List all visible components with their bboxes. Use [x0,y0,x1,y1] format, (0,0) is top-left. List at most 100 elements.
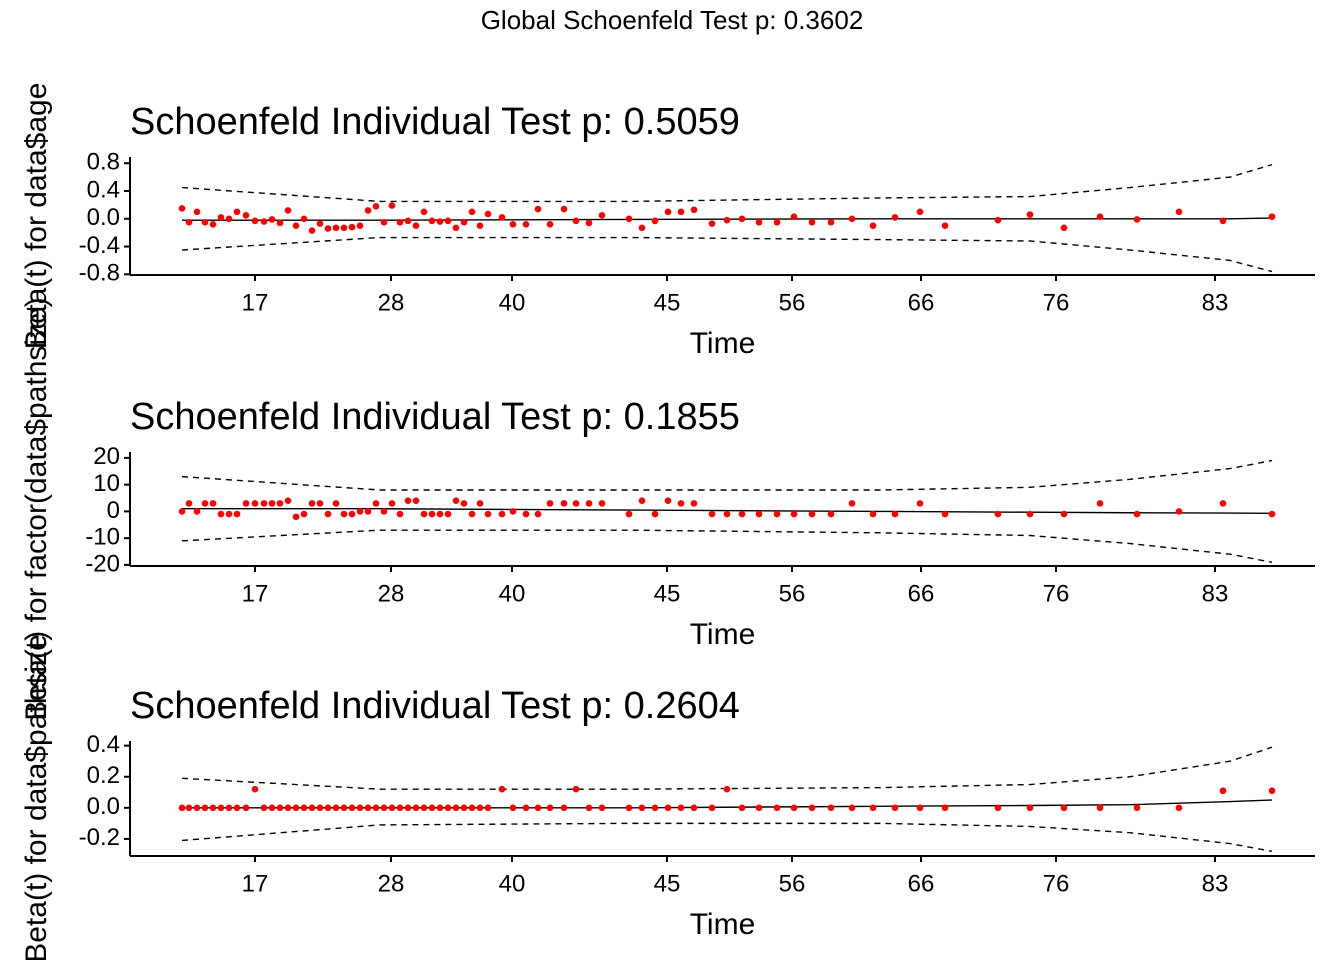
point [452,804,460,812]
point [284,497,292,505]
point [178,804,186,812]
point [560,205,568,213]
point [484,210,492,218]
point [651,217,659,225]
point [356,508,364,515]
point [284,804,292,812]
x-tick-label: 56 [779,289,806,316]
point [348,510,356,518]
point [690,500,698,507]
y-tick-label: 0 [107,497,120,524]
point [1133,804,1141,812]
point [625,510,633,518]
point [444,510,452,518]
confidence-band [181,529,1273,563]
point [178,508,186,515]
point [396,804,404,812]
point [209,500,217,507]
fit-line [182,508,1273,514]
y-tick-label: -20 [85,550,120,577]
point [225,510,233,518]
y-tick-label: 0.4 [87,731,120,758]
point [185,218,193,226]
point [217,510,225,518]
x-axis-label: Time [690,327,756,360]
point [380,508,388,515]
point [217,214,225,221]
point [300,510,308,518]
point [755,510,763,518]
point [316,220,324,227]
point [738,215,746,223]
point [308,804,316,812]
point [225,215,233,223]
point [268,804,276,812]
y-tick-label: 0.8 [87,149,120,176]
x-tick-label: 66 [908,289,935,316]
point [651,510,659,518]
point [891,214,899,221]
point [773,510,781,518]
point [916,208,924,216]
point [738,510,746,518]
x-tick-label: 56 [779,580,806,607]
point [388,804,396,812]
point [916,500,924,507]
point [664,208,672,216]
x-tick-label: 17 [242,580,269,607]
point [292,513,300,521]
point [848,500,856,507]
point [723,510,731,518]
point [444,804,452,812]
point [498,785,506,793]
point [560,804,568,812]
point [316,804,324,812]
point [484,510,492,518]
x-tick-label: 66 [908,580,935,607]
global-title: Global Schoenfeld Test p: 0.3602 [481,5,864,35]
point [404,217,412,225]
confidence-band [181,746,1273,790]
point [476,222,484,230]
point [773,804,781,812]
point [677,208,685,216]
point [891,510,899,518]
point [201,804,209,812]
point [193,804,201,812]
point [534,205,542,213]
point [755,804,763,812]
point [1175,208,1183,216]
point [420,510,428,518]
point [1268,213,1276,220]
point [452,224,460,232]
point [808,804,816,812]
panel-title: Schoenfeld Individual Test p: 0.1855 [130,396,740,438]
point [316,500,324,507]
point [790,213,798,220]
point [428,217,436,225]
point [412,804,420,812]
point [522,804,530,812]
point [324,804,332,812]
point [664,497,672,505]
x-tick-label: 40 [499,289,526,316]
point [340,510,348,518]
point [848,804,856,812]
point [808,218,816,226]
point [1219,217,1227,225]
point [585,500,593,507]
point [1219,787,1227,795]
point [1060,510,1068,518]
point [193,508,201,515]
point [498,214,506,221]
point [869,804,877,812]
point [201,500,209,507]
x-tick-label: 17 [242,289,269,316]
point [723,785,731,793]
point [185,500,193,507]
point [891,804,899,812]
point [396,510,404,518]
y-tick-label: -10 [85,524,120,551]
point [1133,510,1141,518]
y-tick-label: 10 [93,470,120,497]
